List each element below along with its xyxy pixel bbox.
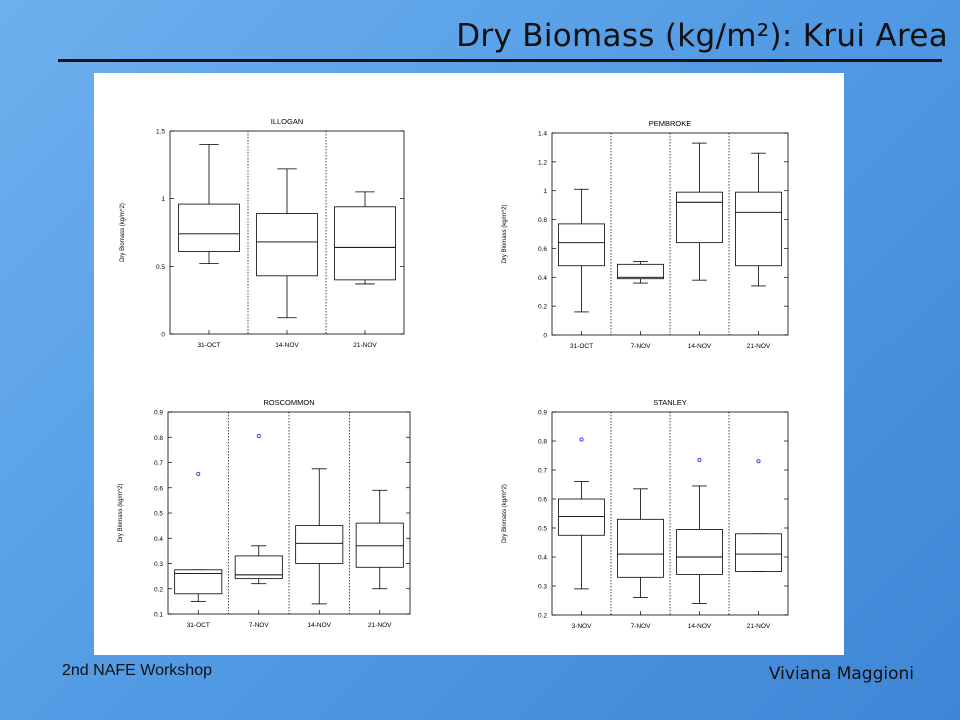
chart3-ytick-label: 0.1: [154, 612, 163, 619]
chart2-ytick-label: 0.8: [538, 217, 547, 224]
chart4-box: [558, 498, 605, 536]
chart4-xtick-label: 14-NOV: [688, 623, 712, 630]
chart2-title: PEMBROKE: [649, 119, 692, 128]
title-underline: [58, 59, 942, 62]
chart3-outlier: [196, 471, 201, 476]
footer-author: Viviana Maggioni: [768, 664, 914, 684]
chart4-ytick-label: 0.7: [538, 468, 547, 475]
chart3-box: [355, 522, 404, 568]
chart1-xtick-label: 31-OCT: [197, 342, 220, 349]
chart1-ytick-label: 1: [161, 196, 165, 203]
chart1-box: [334, 206, 396, 281]
chart2-ylabel: Dry Biomass (kg/m^2): [502, 205, 508, 264]
chart1-title: ILLOGAN: [271, 117, 304, 126]
chart4-xtick-label: 7-NOV: [631, 623, 652, 630]
chart1-ytick-label: 1.5: [156, 129, 165, 136]
footer-workshop: 2nd NAFE Workshop: [62, 662, 212, 679]
chart4-ytick-label: 0.2: [538, 613, 547, 620]
chart3-xtick-label: 14-NOV: [308, 622, 332, 629]
chart2-xtick-label: 14-NOV: [688, 343, 712, 350]
chart4-ylabel: Dry Biomass (kg/m^2): [502, 484, 508, 543]
chart4-outlier: [579, 437, 584, 442]
chart3-ytick-label: 0.4: [154, 536, 163, 543]
chart1-ytick-label: 0.5: [156, 264, 165, 271]
chart2-xtick-label: 7-NOV: [631, 343, 652, 350]
chart3-xtick-label: 21-NOV: [368, 622, 392, 629]
chart2-box: [676, 191, 723, 244]
chart2-ytick-label: 1.4: [538, 131, 547, 138]
chart3-box: [174, 569, 223, 595]
slide-title: Dry Biomass (kg/m²): Krui Area: [456, 18, 948, 54]
chart1-xtick-label: 21-NOV: [353, 342, 377, 349]
chart4-ytick-label: 0.6: [538, 497, 547, 504]
chart4-ytick-label: 0.3: [538, 584, 547, 591]
chart2-ytick-label: 0.4: [538, 275, 547, 282]
chart2-ytick-label: 0.6: [538, 246, 547, 253]
chart4-xtick-label: 21-NOV: [747, 623, 771, 630]
chart2-xtick-label: 31-OCT: [570, 343, 593, 350]
chart3-title: ROSCOMMON: [263, 398, 314, 407]
chart2-box: [558, 223, 605, 267]
chart2-ytick-label: 0: [543, 333, 547, 340]
chart4-ytick-label: 0.5: [538, 526, 547, 533]
chart4-outlier: [697, 457, 702, 462]
chart3-xtick-label: 7-NOV: [249, 622, 270, 629]
chart3-ytick-label: 0.2: [154, 586, 163, 593]
chart4-box: [676, 529, 723, 575]
chart3-ytick-label: 0.3: [154, 561, 163, 568]
chart3-xtick-label: 31-OCT: [187, 622, 210, 629]
chart3-outlier: [256, 433, 261, 438]
chart3-ytick-label: 0.9: [154, 410, 163, 417]
chart3-ylabel: Dry Biomass (kg/m^2): [118, 484, 124, 543]
chart3-box: [234, 555, 283, 580]
chart2-box: [735, 191, 782, 267]
chart3-ytick-label: 0.8: [154, 435, 163, 442]
chart4-outlier: [756, 459, 761, 464]
chart2-ytick-label: 1: [543, 188, 547, 195]
chart4-box: [617, 518, 664, 578]
chart3-ytick-label: 0.6: [154, 485, 163, 492]
chart4-ytick-label: 0.4: [538, 555, 547, 562]
chart3-ytick-label: 0.7: [154, 460, 163, 467]
chart1-ylabel: Dry Biomass (kg/m^2): [120, 203, 126, 262]
chart4-box: [735, 533, 782, 572]
chart3-ytick-label: 0.5: [154, 511, 163, 518]
chart2-ytick-label: 0.2: [538, 304, 547, 311]
chart3-box: [295, 525, 344, 564]
chart-panel: ILLOGAN 0 0.5 1 1.5 Dry Biomass (kg/m^2) 31-OC…: [94, 73, 844, 655]
chart4-xtick-label: 3-NOV: [572, 623, 593, 630]
chart1-ytick-label: 0: [161, 332, 165, 339]
chart2-box: [617, 263, 664, 280]
chart1-box: [256, 213, 318, 277]
chart4-title: STANLEY: [653, 398, 687, 407]
chart2-ytick-label: 1.2: [538, 159, 547, 166]
chart4-ytick-label: 0.9: [538, 410, 547, 417]
chart1-xtick-label: 14-NOV: [275, 342, 299, 349]
chart1-box: [178, 203, 240, 252]
chart4-ytick-label: 0.8: [538, 439, 547, 446]
chart2-xtick-label: 21-NOV: [747, 343, 771, 350]
charts-svg: ILLOGAN 0 0.5 1 1.5 Dry Biomass (kg/m^2) 31-OC…: [118, 117, 789, 630]
